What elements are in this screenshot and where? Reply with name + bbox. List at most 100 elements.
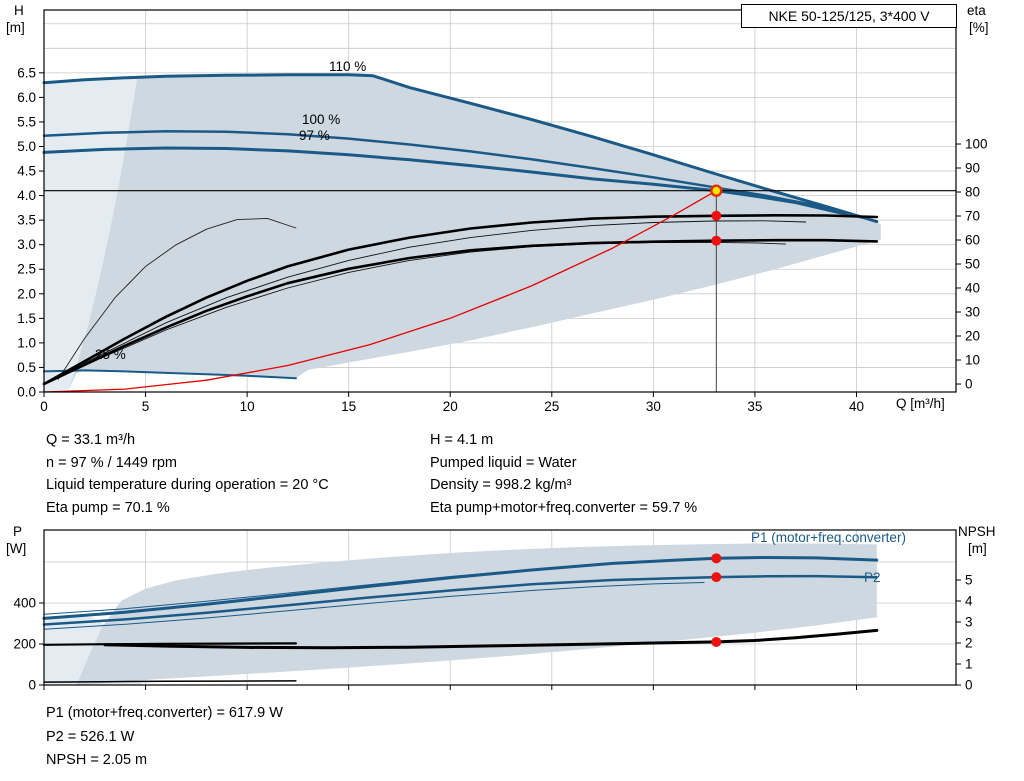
power-info-block: P1 (motor+freq.converter) = 617.9 W P2 =… <box>46 702 283 773</box>
speed-label-110: 110 % <box>329 59 367 74</box>
info-line-p2: P2 = 526.1 W <box>46 728 135 745</box>
q-axis-label: Q [m³/h] <box>896 396 945 411</box>
p2-point <box>711 572 722 583</box>
svg-text:200: 200 <box>13 636 36 651</box>
info-line-temp: Liquid temperature during operation = 20… <box>46 477 329 493</box>
info-line-eta: Eta pump = 70.1 % <box>46 499 170 516</box>
h-axis-unit: [m] <box>6 20 25 35</box>
axis-ticks: 0 5 10 15 20 25 30 35 40 0.0 0.5 1.0 1.5 2.0 2.5 3.0 3.5… <box>17 65 987 414</box>
svg-text:5: 5 <box>142 399 150 414</box>
svg-text:6.0: 6.0 <box>17 90 36 105</box>
svg-text:5.5: 5.5 <box>17 114 36 129</box>
head-curve-110pct <box>42 73 879 224</box>
eta-total-curve <box>42 238 879 386</box>
p-curve-25pct <box>42 642 297 646</box>
npsh-point <box>711 636 722 647</box>
svg-text:1.5: 1.5 <box>17 311 36 326</box>
svg-text:0: 0 <box>965 678 973 693</box>
svg-text:20: 20 <box>965 329 980 344</box>
eta-pump-curve <box>42 214 879 386</box>
svg-text:6.5: 6.5 <box>17 65 36 80</box>
eta-pump-point <box>711 210 722 221</box>
svg-text:60: 60 <box>965 233 980 248</box>
npsh-axis-label: NPSH <box>958 524 996 539</box>
p-axis-label: P <box>13 524 23 539</box>
head-curve-100pct <box>42 130 864 219</box>
svg-text:4.0: 4.0 <box>17 188 36 203</box>
operating-info-right: H = 4.1 m Pumped liquid = Water Density … <box>430 429 697 519</box>
svg-text:50: 50 <box>965 257 980 272</box>
svg-text:40: 40 <box>849 399 864 414</box>
svg-text:2.0: 2.0 <box>17 286 36 301</box>
eta-axis-label: eta <box>967 3 986 18</box>
eta-curve-25pct <box>57 217 297 380</box>
svg-text:1.0: 1.0 <box>17 335 36 350</box>
svg-text:10: 10 <box>240 399 255 414</box>
hq-eta-chart: 0 5 10 15 20 25 30 35 40 0.0 0.5 1.0 1.5 2.0 2.5 3.0 3.5… <box>17 9 988 414</box>
info-line-n: n = 97 % / 1449 rpm <box>46 454 177 471</box>
svg-text:0: 0 <box>28 678 36 693</box>
eta-curve-thin-1 <box>43 220 807 385</box>
p2-curve-thin <box>43 582 705 630</box>
p1-point <box>711 553 722 564</box>
svg-text:15: 15 <box>341 399 356 414</box>
svg-text:3.0: 3.0 <box>17 237 36 252</box>
svg-text:4: 4 <box>965 593 973 608</box>
eta-total-point <box>711 235 722 246</box>
head-curve-97pct <box>42 146 848 216</box>
svg-text:5.0: 5.0 <box>17 139 36 154</box>
info-line-p1: P1 (motor+freq.converter) = 617.9 W <box>46 705 283 721</box>
svg-text:20: 20 <box>443 399 458 414</box>
svg-text:4.5: 4.5 <box>17 164 36 179</box>
info-line-npsh: NPSH = 2.05 m <box>46 752 148 768</box>
p-curve-min <box>43 680 297 683</box>
svg-text:40: 40 <box>965 281 980 296</box>
svg-text:25: 25 <box>544 399 559 414</box>
svg-text:30: 30 <box>646 399 661 414</box>
p2-curve <box>42 574 879 626</box>
svg-text:400: 400 <box>13 595 36 610</box>
h-axis-label: H <box>14 3 24 18</box>
plot-frame <box>43 9 957 393</box>
svg-text:0.0: 0.0 <box>17 385 36 400</box>
p1-curve <box>42 556 879 620</box>
eta-curve-thin-2 <box>43 241 786 385</box>
info-line-q: Q = 33.1 m³/h <box>46 432 136 448</box>
svg-text:0: 0 <box>965 377 973 392</box>
svg-text:10: 10 <box>965 353 980 368</box>
operating-envelope <box>68 74 881 390</box>
pump-title-box: NKE 50-125/125, 3*400 V <box>741 4 957 28</box>
svg-text:35: 35 <box>747 399 762 414</box>
duty-point <box>710 184 723 197</box>
system-curve-red <box>43 190 717 393</box>
svg-text:80: 80 <box>965 184 980 199</box>
p-axis-unit: [W] <box>6 541 27 556</box>
svg-text:2: 2 <box>965 635 973 650</box>
info-line-eta-total: Eta pump+motor+freq.converter = 59.7 % <box>430 499 698 516</box>
svg-text:100: 100 <box>965 136 988 151</box>
info-line-liquid: Pumped liquid = Water <box>430 454 577 471</box>
npsh-curve <box>103 628 879 650</box>
svg-text:0: 0 <box>40 399 48 414</box>
eta-axis-unit: [%] <box>969 20 989 35</box>
svg-text:1: 1 <box>965 656 973 671</box>
svg-text:3.5: 3.5 <box>17 213 36 228</box>
svg-text:5: 5 <box>965 572 973 587</box>
operating-envelope-light <box>44 76 138 393</box>
p2-curve-label: P2 <box>864 570 881 585</box>
svg-text:2.5: 2.5 <box>17 262 36 277</box>
info-line-h: H = 4.1 m <box>430 432 494 448</box>
svg-text:0.5: 0.5 <box>17 360 36 375</box>
speed-label-25: 25 % <box>95 347 126 362</box>
p1-curve-label: P1 (motor+freq.converter) <box>751 530 906 545</box>
svg-text:30: 30 <box>965 305 980 320</box>
head-curve-25pct <box>43 369 297 380</box>
info-line-density: Density = 998.2 kg/m³ <box>430 477 572 493</box>
svg-text:90: 90 <box>965 160 980 175</box>
svg-text:3: 3 <box>965 614 973 629</box>
speed-label-100: 100 % <box>302 112 341 127</box>
svg-text:70: 70 <box>965 209 980 224</box>
npsh-axis-unit: [m] <box>968 541 987 556</box>
